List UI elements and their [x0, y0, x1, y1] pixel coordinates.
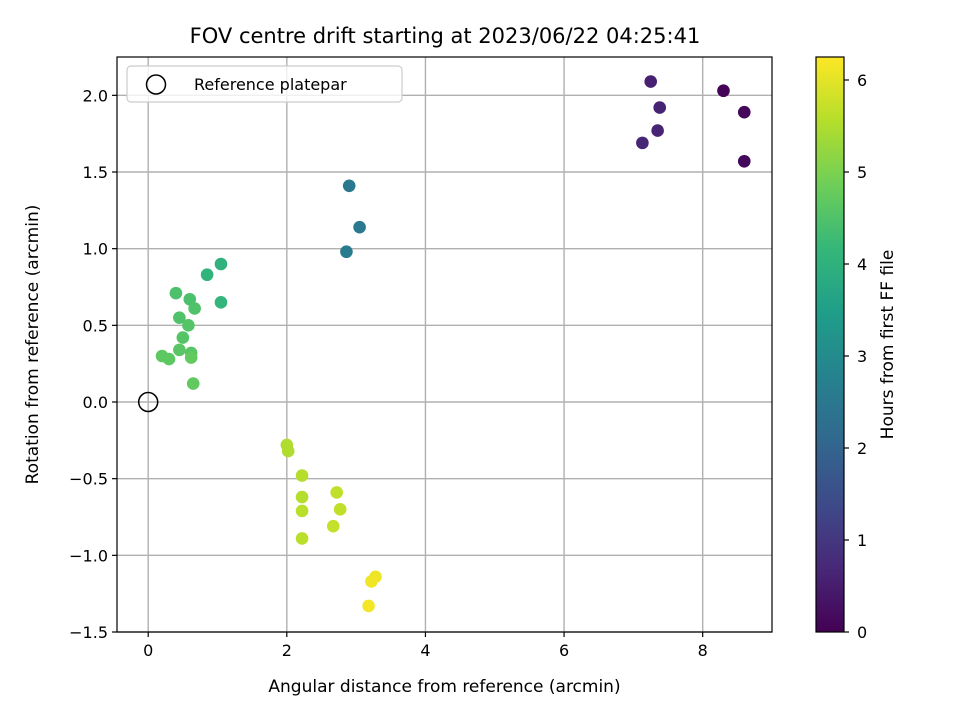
x-axis-label: Angular distance from reference (arcmin) — [268, 677, 620, 697]
colorbar-ticks: 0 1 2 3 4 5 6 — [844, 71, 867, 642]
legend-open-circle-icon — [145, 74, 167, 95]
data-point — [295, 532, 309, 545]
colorbar-tick-label: 6 — [857, 71, 867, 90]
data-point — [173, 343, 186, 357]
data-point — [653, 101, 667, 114]
data-point — [644, 75, 658, 88]
colorbar-tick-label: 3 — [857, 347, 867, 366]
data-point — [200, 268, 214, 282]
data-point — [717, 84, 730, 98]
data-point — [737, 105, 751, 119]
y-tick-label: 2.0 — [83, 86, 108, 105]
data-point — [333, 503, 347, 516]
y-axis-label: Rotation from reference (arcmin) — [23, 205, 43, 485]
y-tick-label: −1.0 — [69, 546, 108, 565]
data-point — [169, 286, 183, 300]
y-tick-label: −0.5 — [69, 470, 108, 489]
x-tick-label: 8 — [698, 641, 708, 660]
data-point — [281, 444, 295, 458]
data-point — [651, 124, 664, 137]
data-point — [365, 575, 378, 588]
y-tick-label: −1.5 — [69, 623, 108, 642]
y-tick-label: 0.5 — [83, 316, 108, 335]
data-point — [186, 377, 200, 390]
data-point — [173, 311, 186, 324]
y-tick-label: 1.0 — [83, 240, 108, 259]
data-point — [214, 257, 228, 271]
x-tick-label: 2 — [282, 641, 292, 660]
data-point — [188, 302, 201, 315]
colorbar-tick-label: 5 — [857, 163, 867, 182]
colorbar-label: Hours from first FF file — [878, 250, 898, 440]
x-tick-label: 4 — [420, 641, 430, 660]
legend-label: Reference platepar — [194, 75, 347, 94]
data-point — [214, 296, 228, 309]
y-tick-label: 1.5 — [83, 163, 108, 182]
chart-title: FOV centre drift starting at 2023/06/22 … — [190, 24, 701, 48]
plot-frame — [116, 56, 773, 633]
data-point — [295, 490, 309, 504]
data-points — [155, 75, 751, 613]
data-point — [330, 486, 344, 499]
reference-platepar-marker — [137, 391, 159, 413]
data-point — [326, 519, 340, 533]
data-point — [295, 469, 309, 482]
data-point — [362, 599, 375, 613]
x-tick-label: 6 — [559, 641, 569, 660]
colorbar-tick-label: 0 — [857, 623, 867, 642]
data-point — [737, 154, 751, 168]
colorbar-tick-label: 1 — [857, 531, 867, 550]
x-axis-ticks: 0 2 4 6 8 — [143, 632, 708, 660]
colorbar-tick-label: 4 — [857, 255, 867, 274]
data-point — [636, 136, 649, 150]
data-point — [184, 351, 198, 364]
y-tick-label: 0.0 — [83, 393, 108, 412]
data-point — [162, 352, 176, 366]
y-axis-ticks: −1.5 −1.0 −0.5 0.0 0.5 1.0 1.5 2.0 — [69, 86, 117, 642]
data-point — [342, 179, 356, 193]
reference-marker-layer — [137, 391, 159, 413]
data-point — [353, 220, 366, 234]
grid-lines — [117, 57, 772, 633]
x-tick-label: 0 — [143, 641, 153, 660]
legend: Reference platepar — [126, 65, 403, 103]
colorbar — [815, 56, 845, 633]
colorbar-tick-label: 2 — [857, 439, 867, 458]
data-point — [295, 504, 309, 518]
legend-box — [126, 65, 403, 103]
data-point — [182, 319, 195, 332]
data-point — [176, 331, 190, 344]
data-point — [340, 245, 353, 259]
